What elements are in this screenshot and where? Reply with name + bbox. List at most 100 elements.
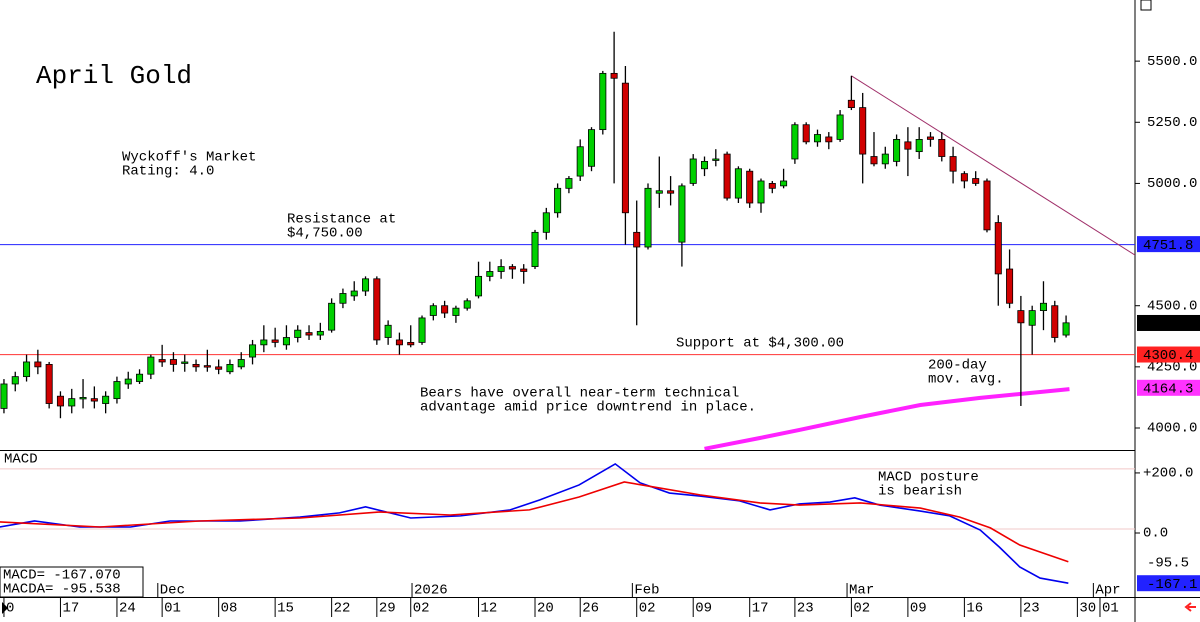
month-label: Mar: [849, 583, 874, 599]
month-label: 2026: [414, 583, 448, 599]
candle-body: [373, 278, 381, 341]
candle-body: [983, 180, 991, 231]
overlay: 4000.0 4250.0 4500.0 5000.0 5250.0 5500.0 +200…: [0, 54, 1200, 617]
candle-body: [712, 158, 720, 161]
macd-line: [0, 462, 1069, 584]
macd-readout: MACD= -167.070: [3, 568, 121, 584]
price-marker-label: 4300.4: [1143, 348, 1193, 364]
candle-body: [45, 364, 53, 404]
y-tick-label: 4500.0: [1147, 298, 1197, 314]
x-tick-label: 12: [481, 601, 498, 617]
candle-body: [90, 398, 98, 402]
candle-body: [282, 337, 290, 346]
candle-body: [870, 156, 878, 165]
readout-box: [0, 566, 144, 598]
candle-body: [836, 114, 844, 140]
candle-body: [463, 300, 471, 309]
candle-body: [486, 271, 494, 277]
candle-body: [124, 378, 132, 385]
candle-body: [23, 361, 31, 378]
candle-body: [441, 305, 449, 314]
x-tick-label: 0: [6, 601, 14, 617]
x-tick-label: 24: [119, 601, 136, 617]
candle-body: [475, 275, 483, 297]
x-tick-label: 08: [221, 601, 238, 617]
macd-marker: [1137, 553, 1200, 570]
candle-body: [700, 161, 709, 170]
candle-body: [147, 356, 155, 375]
candle-body: [972, 178, 980, 184]
x-tick-label: 26: [582, 601, 599, 617]
x-tick-label: 23: [797, 601, 814, 617]
annotation: Bears have overall near-term technical: [420, 386, 739, 402]
month-label: Apr: [1095, 583, 1120, 599]
candle-body: [384, 324, 392, 338]
candle-body: [1051, 305, 1059, 338]
x-tick-label: 15: [277, 601, 294, 617]
candle-body: [1028, 310, 1036, 326]
scroll-left-icon[interactable]: [1184, 602, 1196, 612]
y-tick-label: 5000.0: [1147, 176, 1197, 192]
candle-body: [791, 124, 799, 160]
candle-body: [226, 364, 234, 373]
corner-box: [1140, 0, 1152, 11]
y-tick-label: 4250.0: [1147, 360, 1197, 376]
candle-body: [689, 158, 697, 184]
candle-body: [1039, 302, 1047, 311]
candle-body: [847, 99, 855, 109]
candle-body: [994, 222, 1002, 275]
candle-body: [203, 365, 211, 368]
candle-body: [158, 359, 166, 363]
candle-body: [0, 383, 8, 409]
candle-body: [497, 266, 505, 272]
x-tick-label: 01: [1102, 601, 1119, 617]
candle-body: [418, 317, 426, 343]
candle-body: [34, 361, 42, 368]
candle-body: [633, 231, 641, 248]
candle-body: [520, 268, 528, 272]
candle-body: [565, 178, 573, 189]
macd-marker-label: -95.5: [1147, 555, 1189, 571]
candle-body: [249, 344, 257, 358]
moving-average: [704, 387, 1070, 450]
candle-body: [768, 183, 776, 189]
candle-body: [746, 170, 754, 204]
price-marker-label: 4751.8: [1143, 238, 1193, 254]
x-tick-label: 02: [413, 601, 430, 617]
macd-readout: MACDA= -95.538: [3, 582, 121, 598]
month-label: Feb: [634, 583, 659, 599]
candle-body: [407, 341, 415, 346]
candle-body: [576, 146, 584, 177]
x-tick-label: 09: [910, 601, 927, 617]
candle-body: [294, 329, 302, 338]
candle-body: [926, 136, 934, 140]
macd-marker: [1137, 575, 1200, 592]
candle-body: [938, 139, 946, 157]
y-tick-label: 4000.0: [1147, 421, 1197, 437]
candle-body: [68, 398, 76, 407]
macd-line: [0, 481, 1069, 563]
candle-body: [192, 364, 200, 368]
candle-body: [599, 72, 607, 131]
annotation: is bearish: [878, 484, 962, 500]
x-tick-label: 09: [695, 601, 712, 617]
macd-panel: [0, 462, 1135, 584]
candle-body: [215, 366, 223, 370]
candle-body: [904, 141, 912, 150]
price-marker: [1137, 379, 1200, 396]
x-tick-label: 23: [1023, 601, 1040, 617]
candle-body: [554, 187, 562, 214]
candle-body: [1017, 310, 1025, 324]
candle-body: [610, 72, 618, 79]
macd-tick-label: 0.0: [1143, 526, 1168, 542]
y-tick-label: 5250.0: [1147, 115, 1197, 131]
x-tick-label: 29: [379, 601, 396, 617]
annotation: Rating: 4.0: [122, 164, 214, 180]
candle-body: [644, 187, 652, 248]
candle-body: [316, 330, 324, 336]
candle-body: [542, 212, 550, 233]
x-tick-label: 02: [853, 601, 870, 617]
candle-body: [757, 180, 765, 204]
annotation: 200-day: [928, 358, 987, 374]
